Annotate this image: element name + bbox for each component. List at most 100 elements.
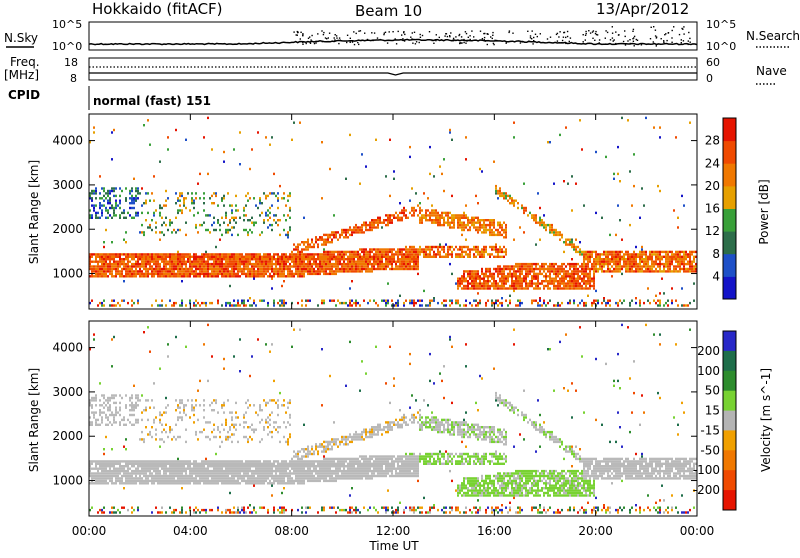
power-cell: [129, 253, 131, 255]
power-cell: [457, 256, 459, 258]
power-cell: [247, 265, 249, 267]
power-cell: [561, 263, 563, 265]
velocity-cell: [91, 475, 93, 477]
power-cell: [129, 273, 131, 275]
power-cell: [259, 253, 261, 255]
power-cell: [689, 268, 691, 270]
velocity-cell: [143, 441, 145, 443]
power-cell: [431, 256, 433, 258]
power-cell: [485, 282, 487, 284]
power-cell: [251, 265, 253, 267]
power-cell: [203, 265, 205, 267]
power-cell: [173, 258, 175, 260]
power-cell: [125, 217, 127, 219]
power-cell: [257, 268, 259, 270]
power-cell: [97, 273, 99, 275]
power-cell: [179, 275, 181, 277]
power-cell: [531, 300, 533, 302]
power-cell: [217, 300, 219, 302]
power-cell: [275, 261, 277, 263]
power-cell: [107, 258, 109, 260]
velocity-cell: [159, 475, 161, 477]
power-cell: [613, 261, 615, 263]
nsearch-point: [637, 40, 638, 41]
power-cell: [449, 304, 451, 306]
power-cell: [465, 239, 467, 241]
power-cell: [481, 224, 483, 226]
power-cell: [285, 261, 287, 263]
power-cell: [651, 256, 653, 258]
power-cell: [165, 256, 167, 258]
power-cell: [683, 258, 685, 260]
velocity-cell: [135, 477, 137, 479]
power-cell: [447, 256, 449, 258]
power-cell: [119, 202, 121, 204]
power-cell: [479, 278, 481, 280]
power-cell: [253, 273, 255, 275]
power-colorbar-swatch: [723, 254, 736, 277]
power-cell: [587, 258, 589, 260]
power-cell: [157, 304, 159, 306]
power-cell: [315, 265, 317, 267]
power-cell: [463, 212, 465, 214]
power-cell: [541, 282, 543, 284]
power-cell: [471, 282, 473, 284]
velocity-cell: [99, 409, 101, 411]
power-cell: [349, 270, 351, 272]
power-cell: [477, 302, 479, 304]
power-cell: [499, 270, 501, 272]
power-cell: [335, 234, 337, 236]
nsearch-point: [586, 33, 587, 34]
power-cell: [443, 251, 445, 253]
power-cell: [297, 251, 299, 253]
power-cell: [343, 265, 345, 267]
power-cell: [173, 302, 175, 304]
power-cell: [429, 246, 431, 248]
power-cell: [571, 280, 573, 282]
power-cell: [475, 229, 477, 231]
power-cell: [555, 287, 557, 289]
nsky-right-tick-bottom: 10^0: [706, 40, 736, 53]
velocity-cell: [105, 399, 107, 401]
power-cell: [537, 282, 539, 284]
nsearch-point: [570, 37, 571, 38]
velocity-cell: [109, 460, 111, 462]
power-cell: [131, 200, 133, 202]
power-cell: [495, 187, 497, 189]
velocity-cell: [113, 394, 115, 396]
power-cell: [211, 224, 213, 226]
power-cell: [465, 270, 467, 272]
power-cell: [389, 222, 391, 224]
velocity-cell: [141, 431, 143, 433]
power-cell: [101, 214, 103, 216]
power-cell: [575, 183, 577, 185]
power-cell: [221, 234, 223, 236]
velocity-cell: [101, 404, 103, 406]
power-cell: [185, 263, 187, 265]
power-cell: [677, 256, 679, 258]
power-cell: [251, 304, 253, 306]
power-cell: [369, 270, 371, 272]
power-cell: [107, 212, 109, 214]
velocity-cell: [111, 482, 113, 484]
power-cell: [419, 212, 421, 214]
power-cell: [479, 253, 481, 255]
power-cell: [487, 287, 489, 289]
velocity-cell: [141, 482, 143, 484]
power-cell: [491, 300, 493, 302]
power-cell: [413, 214, 415, 216]
power-cell: [579, 251, 581, 253]
nsearch-point: [437, 39, 438, 40]
power-cell: [219, 239, 221, 241]
power-cell: [441, 248, 443, 250]
power-cell: [671, 251, 673, 253]
power-cell: [283, 302, 285, 304]
power-cell: [483, 278, 485, 280]
power-cell: [451, 214, 453, 216]
power-cell: [365, 251, 367, 253]
power-cell: [447, 224, 449, 226]
velocity-cell: [125, 460, 127, 462]
power-cell: [589, 270, 591, 272]
velocity-cell: [93, 414, 95, 416]
power-cell: [391, 268, 393, 270]
